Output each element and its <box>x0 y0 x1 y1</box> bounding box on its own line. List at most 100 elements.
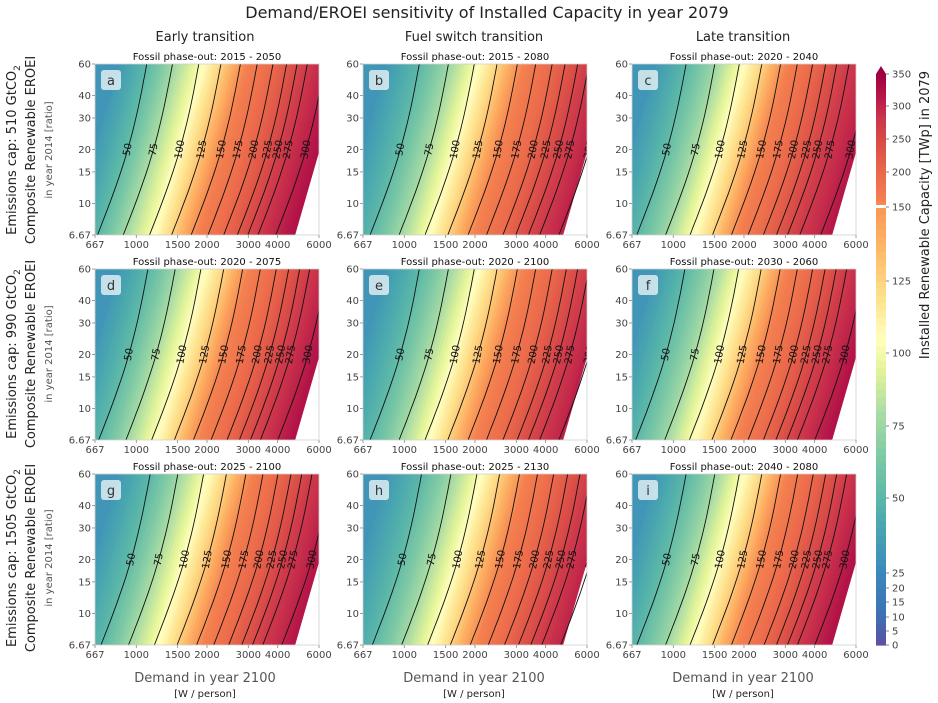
contour-band <box>233 474 287 645</box>
contour-label-250: 250 <box>554 549 568 570</box>
contour-band <box>744 474 799 645</box>
colorbar-segment <box>876 382 886 391</box>
contour-line-275 <box>539 71 587 235</box>
contour-band <box>275 492 319 645</box>
y-tick-label: 40 <box>615 501 628 512</box>
contour-label-100: 100 <box>713 344 727 365</box>
contour-band <box>456 269 511 440</box>
contour-label-175: 175 <box>772 344 786 365</box>
contour-band <box>815 504 856 645</box>
contour-band <box>642 474 696 645</box>
contour-band <box>632 64 687 235</box>
colorbar-segment <box>876 148 886 152</box>
colorbar-segment <box>876 153 886 157</box>
contour-band <box>217 269 271 440</box>
colorbar-tick-label: 50 <box>892 494 905 505</box>
y-tick-label: 6.67 <box>606 436 628 447</box>
contour-band <box>523 474 578 645</box>
y-tick-label: 30 <box>346 523 359 534</box>
contour-band <box>780 269 834 440</box>
contour-band <box>246 269 300 440</box>
panel-subtitle: Fossil phase-out: 2020 - 2100 <box>401 257 549 268</box>
colorbar-segment <box>876 251 886 260</box>
contour-label-75: 75 <box>423 142 436 156</box>
contour-band <box>511 64 565 235</box>
contour-band <box>131 64 185 235</box>
y-tick-label: 10 <box>346 199 359 210</box>
contour-band <box>195 474 249 645</box>
contour-band <box>198 474 252 645</box>
contour-band <box>121 64 175 235</box>
contour-band <box>124 474 179 645</box>
contour-band <box>655 269 709 440</box>
contour-band <box>722 474 776 645</box>
contour-band <box>150 474 204 645</box>
contour-band <box>808 71 856 235</box>
y-tick-label: 60 <box>78 470 91 481</box>
contour-band <box>188 474 243 645</box>
panel-letter: a <box>107 74 115 89</box>
contour-band <box>501 474 555 645</box>
contour-band <box>367 269 421 440</box>
contour-band <box>469 269 523 440</box>
contour-line-50 <box>100 474 151 645</box>
contour-band <box>395 64 450 235</box>
contour-band <box>188 64 243 235</box>
row-label-1-line3: in year 2014 [ratio] <box>44 101 55 198</box>
x-tick-label: 2000 <box>731 445 756 456</box>
contour-band <box>536 474 587 645</box>
contour-band <box>495 269 549 440</box>
contour-band <box>156 64 211 235</box>
contour-band <box>491 269 546 440</box>
contour-band <box>642 269 696 440</box>
y-tick-label: 15 <box>615 372 628 383</box>
contour-band <box>185 269 239 440</box>
contour-band <box>671 474 725 645</box>
x-axis-units-col2: [W / person] <box>443 689 505 700</box>
colorbar-segment <box>876 244 886 252</box>
contour-band <box>259 269 313 440</box>
x-tick-label: 3000 <box>773 650 798 661</box>
contour-band <box>156 474 211 645</box>
contour-band <box>166 64 220 235</box>
contour-line-200 <box>763 474 814 645</box>
contour-band <box>760 474 815 645</box>
contour-band <box>95 64 150 235</box>
contour-band <box>549 105 587 235</box>
x-tick-label: 6000 <box>574 445 599 456</box>
contour-band <box>466 64 520 235</box>
contour-label-175: 175 <box>772 549 786 570</box>
panel-letter: e <box>375 279 383 294</box>
contour-band <box>770 269 824 440</box>
contour-band <box>179 474 233 645</box>
colorbar-tick-label: 100 <box>892 349 911 360</box>
colorbar-segment <box>876 317 886 325</box>
contour-label-200: 200 <box>252 549 266 570</box>
x-tick-label: 667 <box>622 445 641 456</box>
contour-band <box>153 474 207 645</box>
x-tick-label: 3000 <box>504 240 529 251</box>
contour-label-100: 100 <box>714 549 728 570</box>
contour-band <box>475 269 530 440</box>
contour-label-100: 100 <box>451 549 465 570</box>
contour-line-225 <box>516 269 567 440</box>
contour-band <box>392 269 447 440</box>
colorbar-extend-arrow <box>876 66 886 74</box>
contour-label-50: 50 <box>661 142 674 156</box>
contour-band <box>111 474 166 645</box>
contour-band <box>118 269 172 440</box>
colorbar-segment <box>876 324 886 332</box>
contour-band <box>559 343 587 440</box>
colorbar-segment <box>876 418 886 427</box>
contour-band <box>680 64 735 235</box>
contour-band <box>498 269 552 440</box>
contour-band <box>367 64 421 235</box>
contour-label-200: 200 <box>788 549 802 570</box>
contour-band <box>783 474 837 645</box>
contour-band <box>227 474 281 645</box>
panel-letter-badge <box>101 275 121 295</box>
contour-band <box>773 269 828 440</box>
contour-band <box>773 64 828 235</box>
contour-band <box>201 474 255 645</box>
contour-line-200 <box>223 64 274 235</box>
